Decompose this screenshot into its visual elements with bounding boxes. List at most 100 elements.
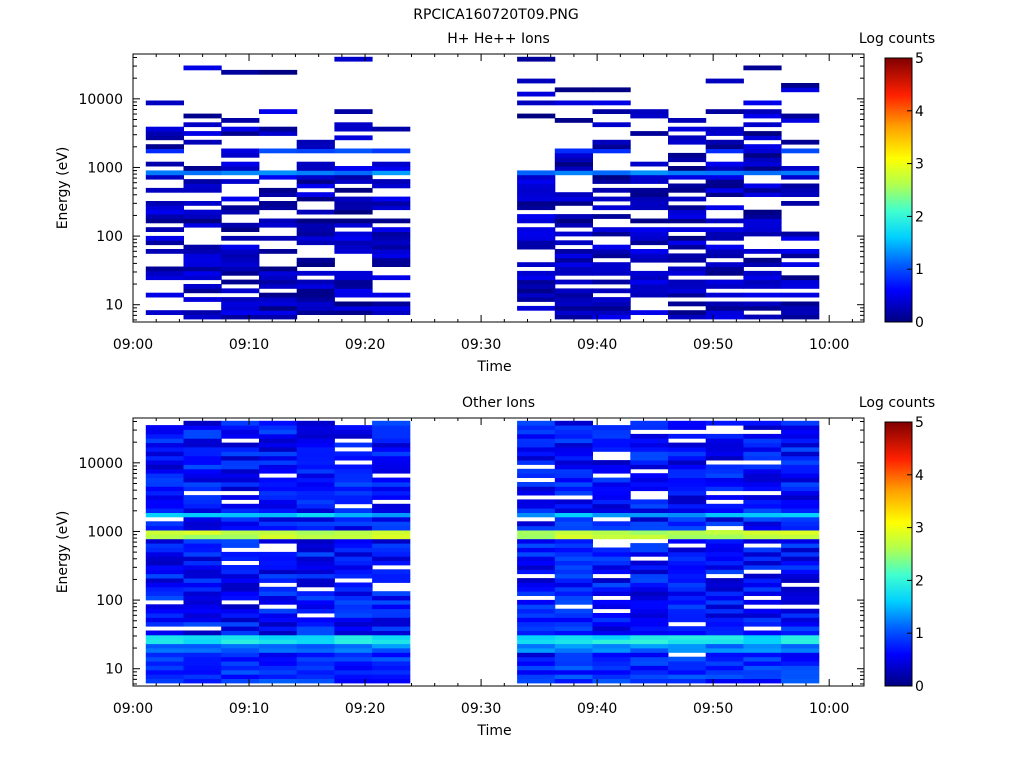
heatmap-cell: [705, 249, 744, 254]
heatmap-cell: [743, 503, 782, 509]
heatmap-cell: [259, 648, 298, 653]
heatmap-cell: [259, 447, 298, 452]
heatmap-cell: [145, 508, 184, 513]
heatmap-cell: [145, 209, 184, 215]
heatmap-cell: [221, 538, 260, 544]
heatmap-cell: [145, 525, 184, 531]
heatmap-cell: [517, 292, 556, 298]
heatmap-cell: [554, 591, 593, 596]
heatmap-cell: [221, 209, 260, 215]
heatmap-cell: [334, 442, 373, 448]
heatmap-cell: [183, 678, 222, 684]
heatmap-cell: [296, 582, 335, 588]
heatmap-cell: [668, 656, 707, 662]
heatmap-cell: [183, 122, 222, 128]
colorbar-tick-label: 0: [915, 679, 924, 695]
heatmap-cell: [372, 455, 411, 461]
heatmap-cell: [145, 565, 184, 570]
heatmap-cell: [705, 621, 744, 627]
heatmap-cell: [372, 547, 411, 553]
heatmap-cell: [781, 547, 820, 553]
heatmap-cell: [781, 538, 820, 544]
heatmap-cell: [221, 595, 260, 601]
heatmap-cell: [554, 661, 593, 666]
heatmap-cell: [630, 464, 669, 470]
heatmap-cell: [630, 205, 669, 211]
heatmap-cell: [183, 503, 222, 509]
heatmap-cell: [372, 538, 411, 544]
heatmap-cell: [372, 508, 411, 513]
heatmap-cell: [145, 648, 184, 653]
heatmap-cell: [517, 275, 556, 281]
heatmap-cell: [517, 468, 556, 474]
heatmap-cell: [334, 586, 373, 592]
heatmap-cell: [372, 201, 411, 206]
heatmap-cell: [334, 179, 373, 184]
heatmap-cell: [221, 270, 260, 276]
heatmap-cell: [183, 288, 222, 294]
heatmap-cell: [372, 530, 411, 535]
heatmap-cell: [554, 582, 593, 588]
heatmap-cell: [259, 314, 298, 320]
heatmap-cell: [296, 447, 335, 452]
heatmap-cell: [221, 551, 260, 557]
heatmap-cell: [781, 148, 820, 154]
heatmap-cell: [334, 538, 373, 544]
heatmap-cell: [183, 460, 222, 465]
heatmap-cell: [592, 560, 631, 566]
heatmap-cell: [221, 249, 260, 254]
heatmap-cell: [592, 464, 631, 470]
heatmap-cell: [372, 451, 411, 457]
x-tick-label: 09:00: [113, 701, 153, 717]
heatmap-cell: [334, 275, 373, 281]
heatmap-cell: [705, 301, 744, 307]
heatmap-cell: [668, 516, 707, 522]
x-tick-label: 09:20: [345, 337, 385, 353]
heatmap-cell: [592, 442, 631, 448]
heatmap-cell: [259, 305, 298, 311]
heatmap-cell: [781, 166, 820, 171]
heatmap-cell: [259, 455, 298, 461]
heatmap-cell: [145, 201, 184, 206]
heatmap-cell: [668, 591, 707, 596]
heatmap-cell: [743, 148, 782, 154]
heatmap-cell: [372, 218, 411, 224]
heatmap-cell: [630, 218, 669, 224]
heatmap-cell: [554, 652, 593, 658]
heatmap-cell: [259, 126, 298, 132]
heatmap-cell: [630, 425, 669, 430]
heatmap-cell: [554, 516, 593, 522]
heatmap-cell: [296, 284, 335, 289]
heatmap-cell: [781, 599, 820, 605]
heatmap-cell: [334, 249, 373, 254]
heatmap-cell: [145, 266, 184, 272]
heatmap-cell: [668, 468, 707, 474]
heatmap-cell: [743, 275, 782, 281]
heatmap-cell: [705, 551, 744, 557]
heatmap-cell: [183, 661, 222, 666]
heatmap-cell: [372, 521, 411, 527]
heatmap-cell: [296, 617, 335, 623]
heatmap-cell: [259, 482, 298, 487]
heatmap-cell: [554, 569, 593, 575]
heatmap-cell: [372, 253, 411, 259]
heatmap-cell: [296, 227, 335, 232]
heatmap-cell: [296, 652, 335, 658]
heatmap-cell: [259, 270, 298, 276]
heatmap-cell: [296, 661, 335, 666]
heatmap-cell: [296, 530, 335, 535]
heatmap-cell: [296, 292, 335, 298]
heatmap-cell: [592, 279, 631, 285]
heatmap-cell: [705, 652, 744, 658]
heatmap-cell: [296, 547, 335, 553]
heatmap-cell: [705, 305, 744, 311]
heatmap-cell: [183, 139, 222, 145]
heatmap-cell: [630, 170, 669, 176]
heatmap-cell: [554, 196, 593, 202]
heatmap-cell: [517, 429, 556, 435]
heatmap-cell: [743, 464, 782, 470]
heatmap-cell: [668, 447, 707, 452]
heatmap-cell: [221, 301, 260, 307]
heatmap-cell: [668, 244, 707, 250]
